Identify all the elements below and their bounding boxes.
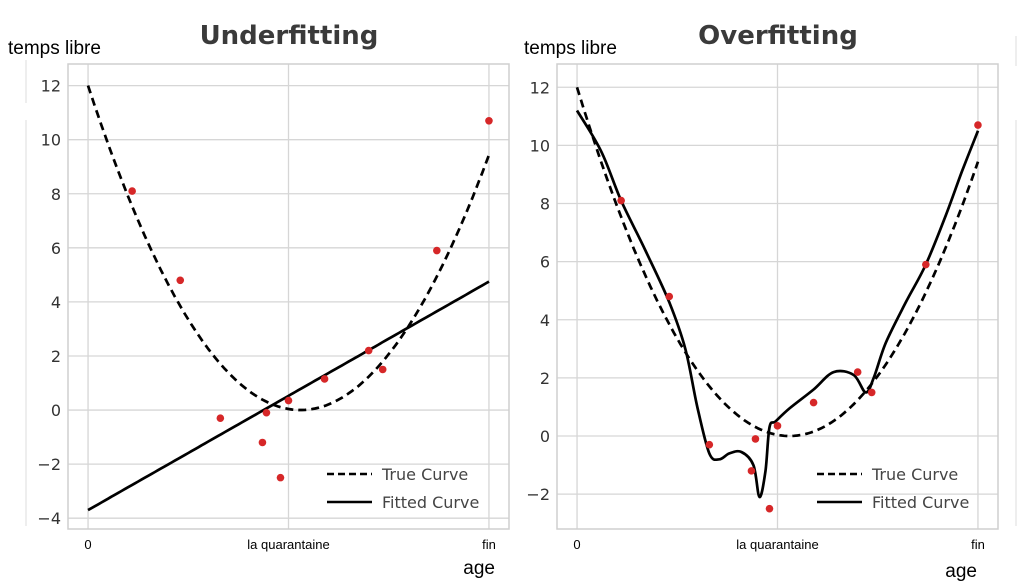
overfitting-panel: −2 0 2 4 6 8 10 12 0 la quarantaine fin Overfittin… — [524, 21, 999, 582]
y-tick-label: 8 — [540, 195, 550, 214]
underfitting-panel: −4 −2 0 2 4 6 8 10 12 0 la quarantaine fin Underfit… — [8, 21, 510, 579]
y-tick-label: 0 — [540, 427, 550, 446]
chart-title: Underfitting — [200, 21, 379, 51]
data-point — [751, 435, 760, 443]
data-point — [974, 121, 982, 129]
y-tick-label: 12 — [41, 77, 61, 96]
x-tick-label: la quarantaine — [736, 537, 818, 552]
data-point — [853, 368, 862, 376]
data-point — [485, 116, 493, 125]
data-point — [705, 440, 714, 449]
y-tick-label: 10 — [530, 136, 550, 155]
y-tick-label: −2 — [37, 455, 61, 474]
data-point — [216, 414, 225, 422]
legend-fitted-curve-label: Fitted Curve — [382, 493, 479, 512]
y-tick-label: 0 — [51, 401, 61, 420]
y-tick-label: −4 — [37, 509, 61, 528]
data-point — [320, 375, 329, 383]
x-tick-label: 0 — [573, 537, 580, 552]
y-tick-label: 8 — [51, 185, 61, 204]
data-point — [867, 388, 876, 397]
y-tick-label: 2 — [51, 347, 61, 366]
y-tick-label: 4 — [51, 293, 61, 312]
y-tick-label: −2 — [526, 485, 550, 504]
data-point — [284, 396, 293, 405]
data-point — [128, 187, 136, 195]
y-tick-label: 12 — [530, 78, 550, 97]
x-tick-label: fin — [482, 537, 496, 552]
data-point — [765, 504, 774, 513]
legend-true-curve-label: True Curve — [871, 465, 958, 484]
data-point — [176, 276, 185, 285]
data-point — [262, 408, 271, 417]
true-curve-line — [86, 85, 491, 412]
y-tick-label: 6 — [540, 253, 550, 272]
data-point — [747, 467, 756, 475]
x-tick-label: fin — [971, 537, 985, 552]
plot-area: −4 −2 0 2 4 6 8 10 12 0 la quarantaine fin — [37, 63, 510, 552]
y-tick-label: 6 — [51, 239, 61, 258]
y-tick-label: 4 — [540, 311, 550, 330]
x-axis-label: age — [945, 561, 977, 582]
y-axis-label: temps libre — [524, 38, 617, 59]
x-tick-label: 0 — [84, 537, 91, 552]
y-tick-label: 10 — [41, 131, 61, 150]
legend-fitted-curve-label: Fitted Curve — [872, 493, 969, 512]
y-tick-label: 2 — [540, 369, 550, 388]
data-point — [364, 346, 373, 355]
legend-true-curve-label: True Curve — [381, 465, 468, 484]
chart-title: Overfitting — [698, 21, 858, 51]
data-point — [617, 196, 625, 205]
y-axis-label: temps libre — [8, 38, 101, 59]
plot-frame — [67, 63, 510, 530]
plot-frame — [556, 63, 999, 530]
data-point — [258, 438, 267, 447]
data-point — [809, 398, 818, 407]
x-axis-label: age — [463, 558, 495, 579]
data-point — [378, 365, 387, 374]
fitted-curve-line — [87, 280, 490, 512]
true-curve-line — [575, 86, 980, 438]
data-point — [922, 260, 930, 269]
fitted-curve-line — [575, 109, 980, 499]
edge-marks — [25, 36, 1017, 526]
data-point — [433, 246, 441, 255]
plot-area: −2 0 2 4 6 8 10 12 0 la quarantaine fin — [526, 63, 999, 552]
data-point — [773, 422, 782, 430]
data-point — [665, 292, 674, 301]
x-tick-label: la quarantaine — [247, 537, 329, 552]
data-point — [276, 473, 285, 482]
